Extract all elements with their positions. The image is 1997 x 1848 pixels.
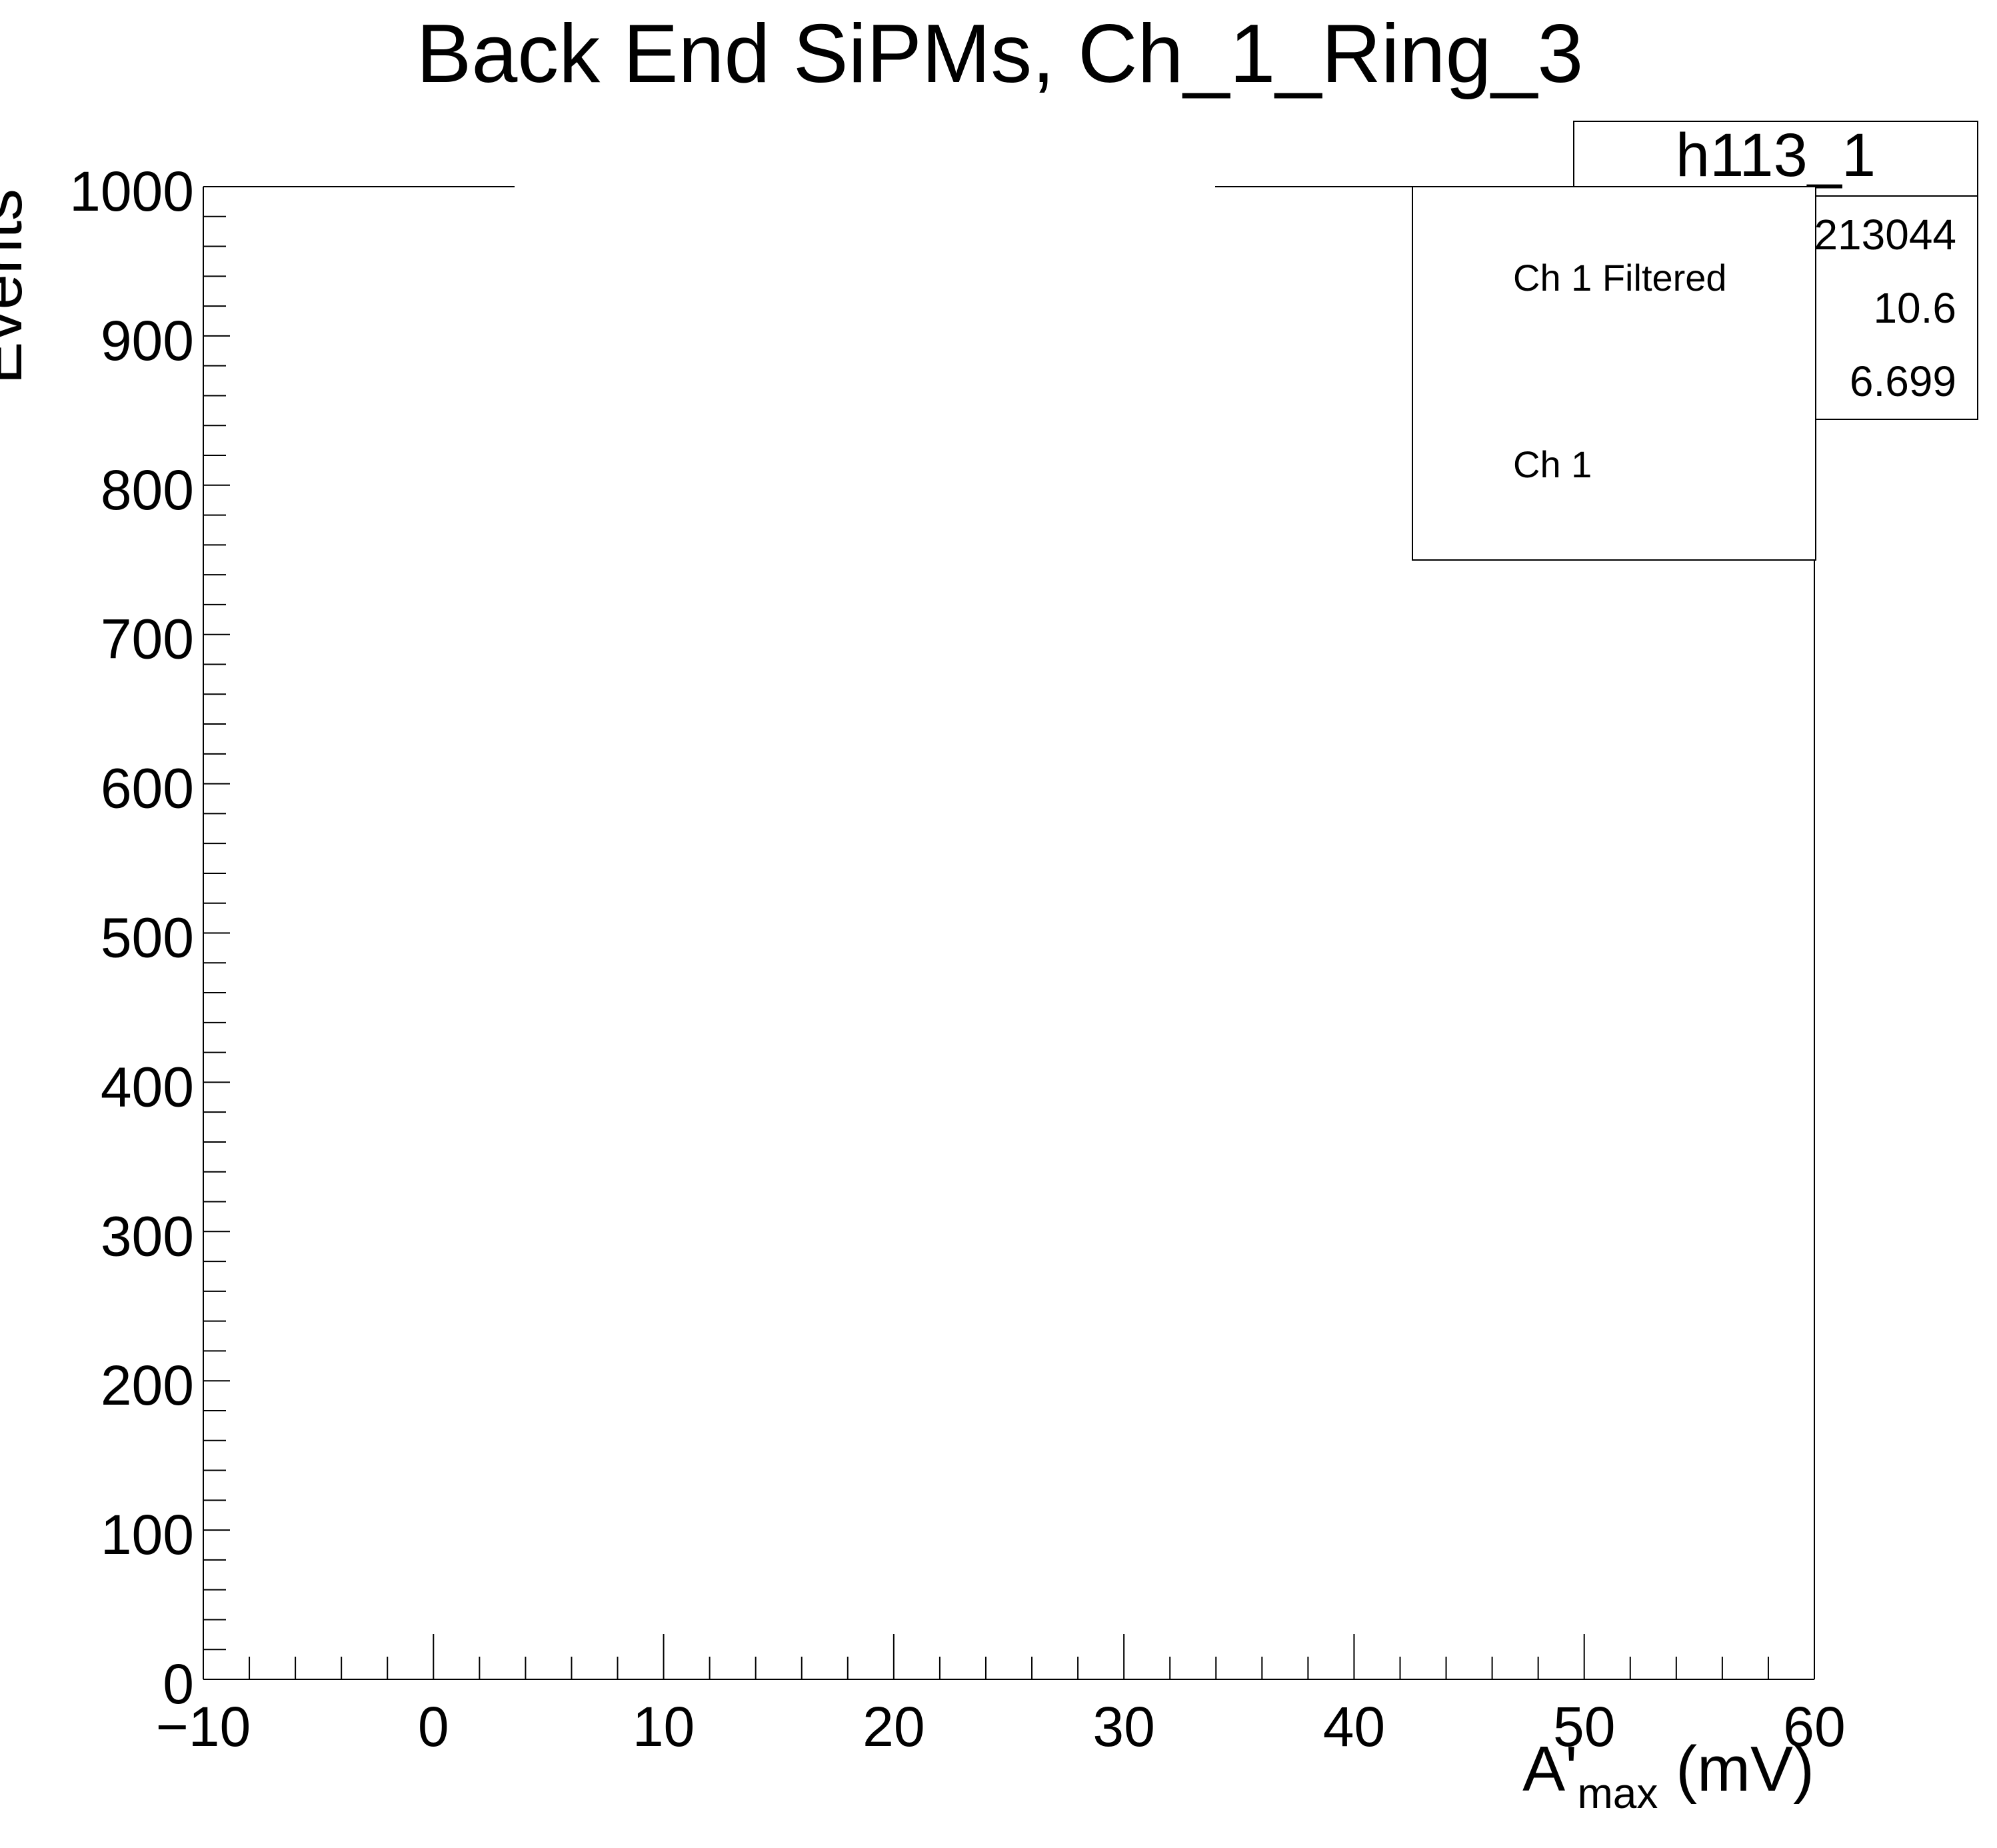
stats-row-value: 213044 xyxy=(1814,211,1956,259)
legend-entry-ch1-filtered: Ch 1 Filtered xyxy=(1513,257,1727,299)
x-tick-label: 60 xyxy=(1783,1695,1845,1758)
y-tick-label: 100 xyxy=(101,1503,194,1566)
x-axis-label-subscript: max xyxy=(1577,1769,1658,1817)
y-tick-label: 700 xyxy=(101,608,194,671)
y-axis: 0 100 200 300 400 500 600 700 800 900 1000 xyxy=(69,160,230,1715)
x-axis-label: A'max (mV) xyxy=(1522,1733,1814,1817)
legend: Ch 1 Filtered Ch 1 xyxy=(1412,186,1816,561)
x-axis-label-main: A' xyxy=(1522,1733,1577,1805)
stats-row-value: 10.6 xyxy=(1873,284,1956,332)
y-tick-label: 900 xyxy=(101,309,194,372)
x-tick-label: 40 xyxy=(1323,1695,1385,1758)
stats-row-value: 6.699 xyxy=(1850,357,1956,405)
y-tick-label: 200 xyxy=(101,1354,194,1417)
x-tick-label: 10 xyxy=(633,1695,695,1758)
legend-entry-ch1: Ch 1 xyxy=(1513,443,1592,485)
x-tick-label: −10 xyxy=(156,1695,251,1758)
x-tick-label: 0 xyxy=(418,1695,449,1758)
chart-title: Back End SiPMs, Ch_1_Ring_3 xyxy=(417,8,1584,100)
y-tick-label: 500 xyxy=(101,907,194,969)
y-axis-label: Events xyxy=(0,189,35,384)
x-tick-label: 20 xyxy=(863,1695,925,1758)
y-tick-label: 600 xyxy=(101,757,194,820)
x-tick-label: 50 xyxy=(1553,1695,1615,1758)
stats-box-name: h113_1 xyxy=(1676,121,1876,189)
legend-border xyxy=(1412,186,1816,561)
y-tick-label: 400 xyxy=(101,1055,194,1118)
y-tick-label: 300 xyxy=(101,1205,194,1267)
y-tick-label: 0 xyxy=(163,1653,194,1715)
x-tick-label: 30 xyxy=(1092,1695,1154,1758)
y-tick-label: 800 xyxy=(101,459,194,521)
y-tick-label: 1000 xyxy=(69,160,194,223)
x-axis-label-unit: (mV) xyxy=(1658,1733,1814,1805)
x-axis: −10 0 10 20 30 40 50 60 xyxy=(156,1634,1846,1758)
